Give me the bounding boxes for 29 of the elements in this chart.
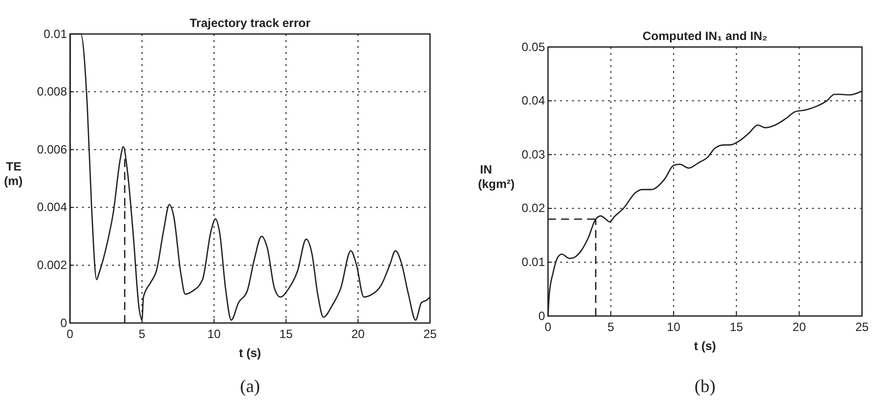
y-tick-label: 0.002 bbox=[36, 258, 68, 272]
y-tick-label: 0.01 bbox=[44, 26, 68, 41]
x-tick-label: 25 bbox=[855, 320, 869, 334]
y-axis-title: TE (m) bbox=[4, 160, 23, 188]
x-tick-label: 25 bbox=[423, 327, 437, 341]
y-tick-label: 0.01 bbox=[522, 255, 546, 270]
text: (b) bbox=[694, 376, 716, 396]
y-tick-label: 0.004 bbox=[36, 200, 68, 214]
y-tick-label: 0.04 bbox=[522, 94, 546, 108]
y-tick-label: 0 bbox=[538, 308, 546, 323]
x-tick-label: 15 bbox=[279, 327, 293, 341]
y-tick-label: 0.05 bbox=[522, 40, 546, 54]
x-tick-label: 10 bbox=[207, 327, 221, 341]
x-axis-title: t (s) bbox=[694, 339, 716, 353]
chart-title: Trajectory track error bbox=[190, 16, 311, 30]
x-tick-label: 5 bbox=[607, 320, 614, 334]
x-axis-title: t (s) bbox=[239, 346, 261, 360]
y-tick-label: 0.02 bbox=[522, 201, 546, 216]
x-tick-label: 15 bbox=[730, 320, 744, 334]
text: (a) bbox=[240, 376, 260, 396]
y-tick-label: 0.03 bbox=[522, 147, 546, 162]
x-tick-label: 20 bbox=[792, 320, 806, 334]
x-tick-label: 10 bbox=[666, 320, 681, 334]
chart-title: Computed IN₁ and IN₂ bbox=[642, 29, 768, 43]
x-tick-label: 5 bbox=[138, 327, 146, 341]
y-tick-label: 0.008 bbox=[36, 84, 68, 99]
y-axis-title: IN (kgm²) bbox=[478, 162, 515, 191]
x-tick-label: 20 bbox=[351, 327, 365, 341]
y-tick-label: 0.006 bbox=[36, 142, 68, 156]
